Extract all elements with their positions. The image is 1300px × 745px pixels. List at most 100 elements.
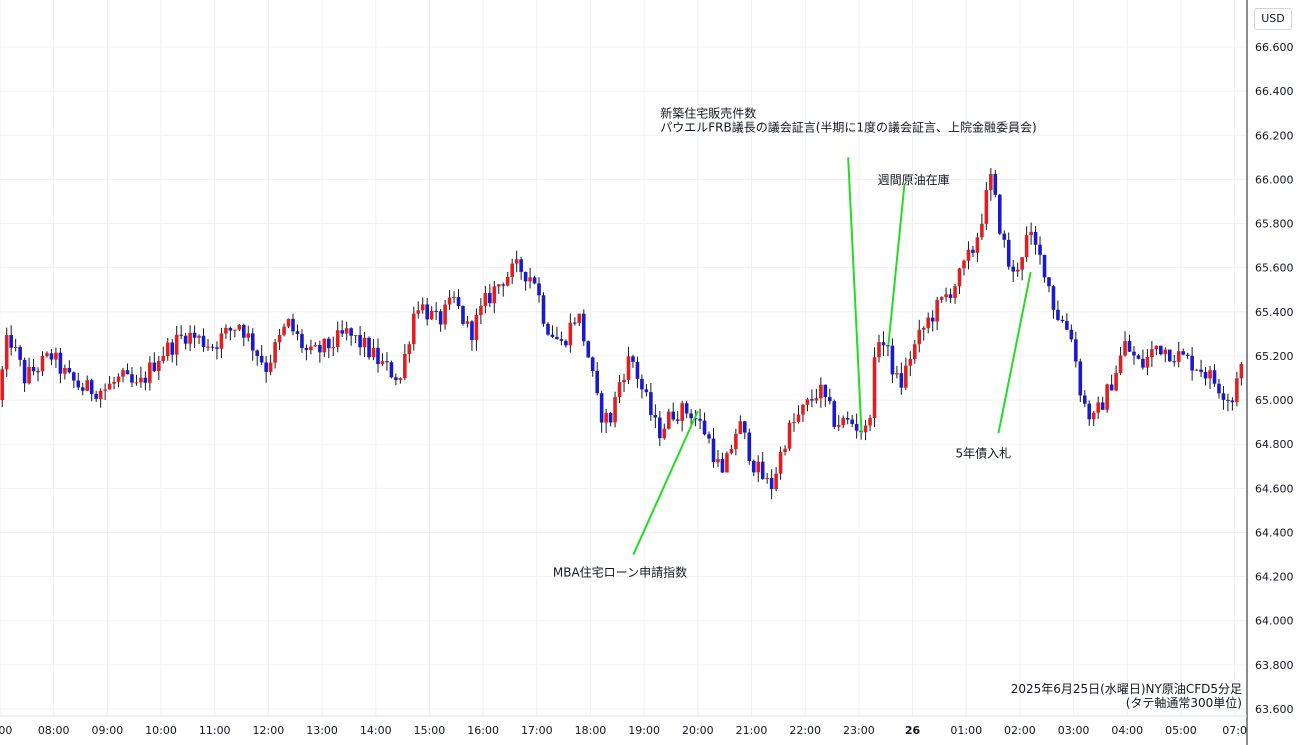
candle-up	[1163, 349, 1168, 355]
annotation-leader-line	[997, 271, 1032, 434]
candle-up	[420, 304, 425, 311]
candle-up	[237, 325, 242, 330]
candle-up	[161, 356, 166, 362]
candle-down	[456, 297, 461, 306]
currency-badge[interactable]: USD	[1254, 8, 1292, 30]
candle-up	[40, 355, 45, 372]
candle-up	[380, 361, 385, 365]
candle-up	[944, 294, 948, 298]
candle-down	[881, 342, 886, 346]
time-tick-label: 19:00	[628, 724, 660, 737]
candle-down	[461, 305, 465, 324]
caption-line-2: (タテ軸通常300単位)	[1125, 696, 1242, 710]
candle-down	[850, 419, 854, 424]
candle-up	[403, 354, 407, 379]
annotation-label: 週間原油在庫	[878, 173, 950, 187]
candle-down	[94, 393, 98, 399]
candle-down	[304, 347, 309, 350]
candle-down	[228, 327, 233, 331]
candle-down	[649, 392, 653, 415]
candle-down	[519, 259, 523, 272]
candle-down	[1069, 329, 1074, 340]
candle-down	[747, 432, 752, 461]
candle-down	[1033, 231, 1038, 245]
candle-up	[0, 369, 5, 401]
candle-down	[1060, 319, 1065, 322]
candle-down	[890, 345, 895, 375]
candle-down	[1109, 384, 1114, 391]
candle-down	[743, 421, 747, 433]
price-tick-label: 63.800	[1255, 659, 1294, 672]
candle-up	[1235, 378, 1239, 403]
candles	[0, 168, 1244, 500]
candle-down	[631, 356, 635, 362]
candle-down	[810, 399, 814, 401]
candle-up	[479, 305, 483, 315]
candle-down	[1078, 361, 1083, 396]
candle-up	[443, 304, 447, 325]
candle-down	[720, 459, 725, 473]
candle-down	[250, 333, 255, 351]
candle-down	[1221, 393, 1226, 400]
time-axis[interactable]: 7:00 08:00 09:00 10:00 11:00 12:00 13:00 14:00 1…	[0, 724, 1247, 737]
candle-up	[411, 313, 416, 345]
candle-down	[832, 401, 837, 427]
candle-up	[984, 190, 989, 224]
candle-down	[698, 418, 702, 421]
candle-down	[644, 389, 649, 393]
candle-up	[13, 346, 18, 348]
candle-down	[608, 412, 613, 423]
candle-up	[1123, 341, 1127, 356]
candle-up	[662, 428, 667, 439]
candle-down	[948, 294, 953, 298]
candle-up	[935, 299, 939, 322]
candle-down	[581, 313, 586, 342]
candle-up	[1105, 384, 1109, 410]
candle-up	[680, 403, 684, 421]
candle-up	[863, 425, 868, 433]
candle-down	[564, 340, 568, 346]
candle-up	[1145, 357, 1150, 368]
candle-up	[868, 418, 872, 426]
candle-down	[9, 335, 13, 348]
candle-up	[1029, 231, 1033, 236]
candle-down	[318, 345, 322, 353]
candle-down	[523, 271, 528, 282]
time-tick-label: 07:0	[1222, 724, 1247, 737]
candle-up	[814, 398, 819, 401]
candle-down	[689, 413, 693, 419]
candle-up	[116, 376, 121, 382]
candle-down	[1136, 355, 1141, 359]
time-tick-label: 20:00	[682, 724, 714, 737]
candle-down	[595, 370, 599, 394]
candle-up	[895, 373, 899, 375]
candle-down	[930, 317, 935, 322]
candle-down	[1011, 266, 1016, 272]
candle-down	[845, 417, 850, 420]
candle-down	[1199, 369, 1203, 372]
candle-down	[125, 370, 130, 375]
candle-up	[465, 321, 470, 324]
candle-up	[286, 318, 291, 327]
candle-up	[174, 334, 179, 355]
candle-up	[904, 365, 908, 388]
price-tick-label: 63.600	[1255, 703, 1294, 716]
candle-down	[295, 331, 300, 335]
candle-down	[36, 371, 40, 373]
candle-up	[483, 293, 488, 306]
candle-up	[778, 452, 783, 474]
candle-down	[1172, 361, 1177, 363]
candle-up	[134, 382, 139, 384]
candle-down	[751, 460, 756, 473]
caption-line-1: 2025年6月25日(水曜日)NY原油CFD5分足	[1010, 682, 1242, 696]
candle-up	[45, 353, 49, 356]
candle-down	[241, 325, 246, 338]
candle-up	[801, 404, 805, 415]
candle-down	[1051, 286, 1056, 310]
candle-up	[447, 297, 452, 305]
price-tick-label: 66.600	[1255, 41, 1294, 54]
candle-up	[617, 382, 622, 398]
candle-up	[27, 366, 31, 384]
price-axis[interactable]: 66.600 66.400 66.200 66.000 65.800 65.600 65.4…	[1255, 41, 1294, 716]
candle-up	[107, 383, 112, 390]
